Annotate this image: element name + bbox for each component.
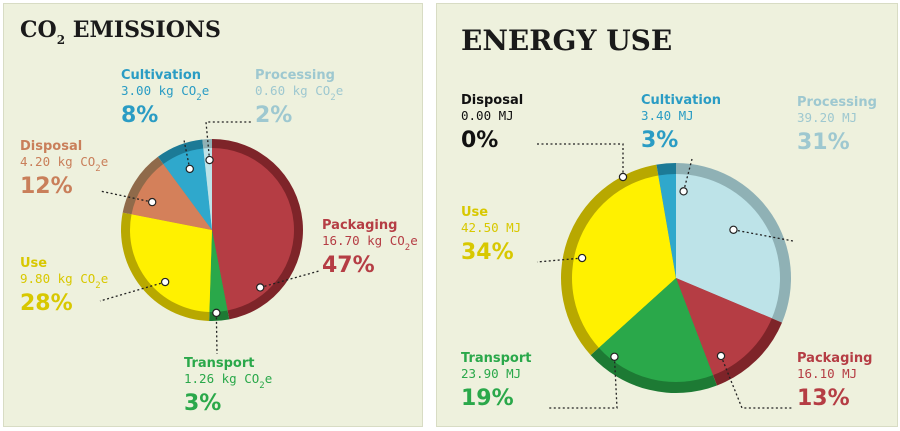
co2-dot-use (160, 277, 170, 287)
energy-value-cultivation: 3.40 MJ (641, 108, 694, 123)
energy-leader-cultivation (682, 158, 693, 192)
energy-chart-title: ENERGY USE (461, 24, 672, 57)
energy-label-transport: Transport (461, 351, 531, 366)
co2-label-use: Use (20, 256, 47, 271)
co2-value-processing: 0.60 kg CO2e (255, 83, 343, 103)
co2-slice-processing (203, 148, 212, 230)
energy-slice-cultivation (658, 174, 676, 278)
co2-percent-processing: 2% (255, 103, 292, 128)
energy-label-cultivation: Cultivation (641, 93, 721, 108)
co2-chart-title: CO2 EMISSIONS (20, 17, 221, 47)
energy-label-use: Use (461, 205, 488, 220)
co2-percent-packaging: 47% (322, 253, 375, 278)
energy-percent-packaging: 13% (797, 386, 850, 411)
co2-leader-cultivation (183, 139, 191, 170)
energy-percent-use: 34% (461, 240, 514, 265)
co2-slice-use (129, 214, 212, 312)
co2-dot-disposal (147, 197, 157, 207)
co2-value-cultivation: 3.00 kg CO2e (121, 83, 209, 103)
co2-label-disposal: Disposal (20, 139, 82, 154)
co2-label-packaging: Packaging (322, 218, 397, 233)
co2-slice-disposal (131, 164, 212, 230)
energy-value-disposal: 0.00 MJ (461, 108, 514, 123)
co2-dot-packaging (256, 283, 265, 292)
energy-dot-cultivation (679, 187, 688, 196)
energy-dot-use (577, 253, 587, 263)
co2-value-transport: 1.26 kg CO2e (184, 371, 272, 391)
energy-slice-packaging (676, 278, 772, 376)
co2-percent-cultivation: 8% (121, 103, 158, 128)
energy-percent-disposal: 0% (461, 128, 498, 153)
co2-label-cultivation: Cultivation (121, 68, 201, 83)
energy-leader-use (536, 257, 583, 263)
co2-value-packaging: 16.70 kg CO2e (322, 233, 418, 253)
energy-label-disposal: Disposal (461, 93, 523, 108)
energy-label-processing: Processing (797, 95, 877, 110)
energy-leader-disposal (537, 143, 624, 177)
co2-slice-transport (209, 230, 228, 312)
co2-dot-cultivation (185, 164, 194, 174)
energy-leader-processing (733, 229, 794, 242)
energy-slice-use (572, 175, 676, 348)
co2-leader-packaging (260, 270, 320, 289)
co2-dot-transport (212, 308, 221, 318)
energy-dot-processing (729, 225, 738, 234)
energy-dot-disposal (618, 172, 628, 182)
energy-use-panel: ENERGY USE Processing 39.20 MJ 31% Packaging… (436, 3, 898, 427)
energy-percent-cultivation: 3% (641, 128, 678, 153)
energy-leader-transport (547, 356, 618, 409)
co2-label-transport: Transport (184, 356, 254, 371)
co2-value-disposal: 4.20 kg CO2e (20, 154, 108, 174)
co2-label-processing: Processing (255, 68, 335, 83)
energy-slice-transport (598, 278, 714, 382)
co2-slice-packaging (212, 148, 294, 311)
co2-percent-use: 28% (20, 291, 73, 316)
co2-leader-processing (205, 121, 252, 161)
energy-slice-processing (676, 174, 780, 319)
energy-percent-transport: 19% (461, 386, 514, 411)
energy-leader-packaging (720, 355, 793, 409)
energy-value-processing: 39.20 MJ (797, 110, 857, 125)
co2-percent-disposal: 12% (20, 174, 73, 199)
energy-dot-transport (610, 352, 619, 362)
co2-value-use: 9.80 kg CO2e (20, 271, 108, 291)
co2-slice-cultivation (163, 148, 212, 230)
energy-percent-processing: 31% (797, 130, 850, 155)
co2-percent-transport: 3% (184, 391, 221, 416)
co2-emissions-panel: CO2 EMISSIONS Packaging 16.70 kg CO2e 47% Tr… (3, 3, 423, 427)
co2-leader-transport (215, 312, 218, 355)
co2-dot-processing (205, 155, 214, 165)
energy-value-packaging: 16.10 MJ (797, 366, 857, 381)
energy-value-transport: 23.90 MJ (461, 366, 521, 381)
energy-value-use: 42.50 MJ (461, 220, 521, 235)
energy-dot-packaging (716, 351, 726, 361)
energy-label-packaging: Packaging (797, 351, 872, 366)
